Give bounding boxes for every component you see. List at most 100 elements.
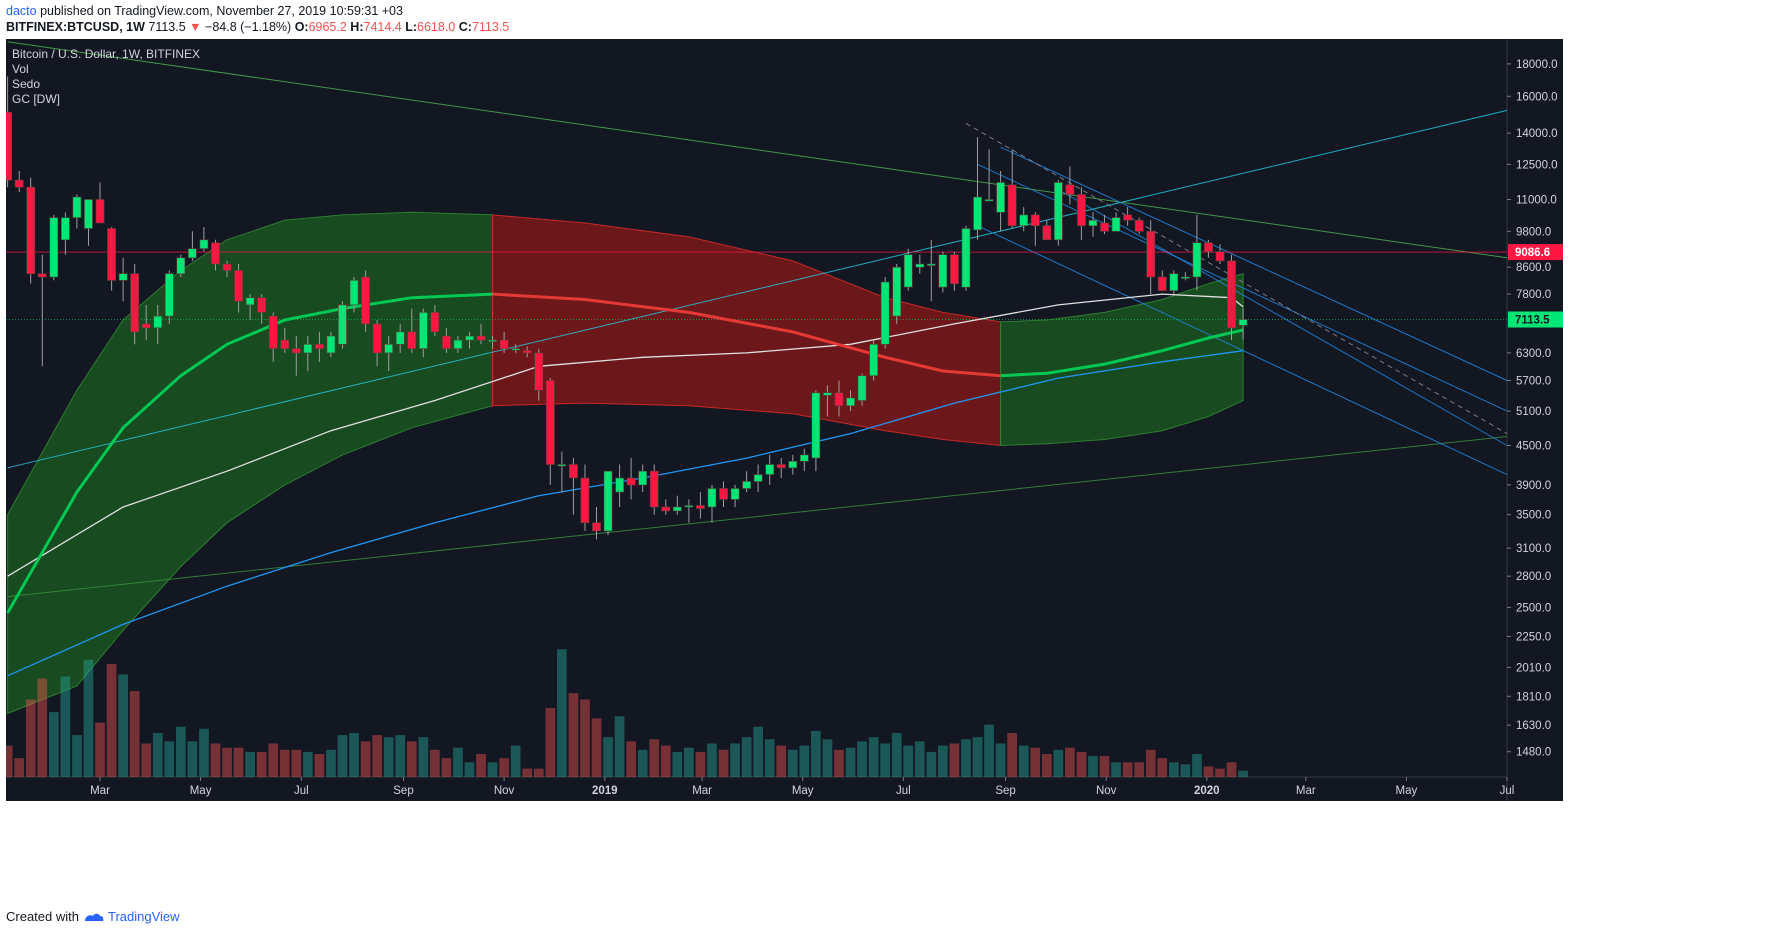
- y-tick-label: 8600.0: [1516, 262, 1551, 274]
- y-tick-label: 6300.0: [1516, 348, 1551, 360]
- volume-bar: [199, 728, 209, 777]
- candle-body: [799, 454, 809, 462]
- volume-bar: [510, 745, 521, 777]
- volume-bar: [533, 768, 544, 777]
- volume-bar: [764, 739, 775, 777]
- candle-body: [926, 263, 936, 266]
- x-tick-label: Jul: [1500, 785, 1515, 797]
- candle-body: [996, 182, 1005, 213]
- indicator-gc: GC [DW]: [12, 92, 60, 106]
- center-green-line-2: [1000, 328, 1244, 378]
- volume-bar: [949, 743, 960, 777]
- candle-body: [280, 339, 290, 349]
- candle-body: [222, 263, 232, 271]
- x-tick-label: May: [190, 785, 212, 797]
- volume-bar: [1007, 733, 1017, 777]
- candle-body: [938, 254, 948, 288]
- volume-bar: [476, 754, 486, 777]
- volume-bar: [245, 751, 255, 777]
- volume-bar: [360, 741, 371, 777]
- y-tick-label: 1630.0: [1516, 720, 1551, 732]
- y-tick-label: 18000.0: [1516, 59, 1558, 71]
- candle-body: [638, 470, 647, 486]
- candle-body: [130, 273, 139, 333]
- candle-body: [303, 343, 313, 354]
- candle-body: [880, 281, 890, 345]
- candle-body: [707, 488, 717, 508]
- candle-body: [176, 257, 186, 275]
- volume-bar: [152, 733, 163, 777]
- tradingview-link[interactable]: TradingView: [83, 909, 180, 924]
- candle-body: [522, 350, 532, 354]
- volume-bar: [603, 737, 613, 777]
- down-arrow-icon: ▼: [189, 20, 202, 34]
- y-tick-label: 3100.0: [1516, 543, 1551, 555]
- volume-bar: [383, 737, 394, 777]
- indicator-vol: Vol: [12, 62, 29, 76]
- volume-bar: [580, 699, 590, 777]
- volume-bar: [487, 762, 498, 777]
- volume-bar: [83, 659, 94, 777]
- candle-body: [268, 315, 278, 349]
- volume-bar: [568, 693, 579, 777]
- volume-bar: [164, 741, 175, 777]
- volume-bar: [279, 749, 290, 777]
- volume-bar: [903, 745, 914, 777]
- volume-bar: [926, 751, 937, 777]
- candle-body: [961, 228, 971, 288]
- y-tick-label: 14000.0: [1516, 128, 1558, 140]
- y-tick-label: 3500.0: [1516, 510, 1551, 522]
- volume-bar: [14, 758, 24, 777]
- price-chart[interactable]: 1480.0 1630.0 1810.0 2010.0 2250.0 2500.0 2800…: [6, 39, 1563, 801]
- y-tick-label: 5700.0: [1516, 376, 1551, 388]
- chart-legend: Bitcoin / U.S. Dollar, 1W, BITFINEX Vol …: [12, 47, 200, 106]
- trendline: [1058, 189, 1508, 446]
- candle-body: [1181, 276, 1190, 279]
- volume-bar: [499, 758, 509, 777]
- y-tick-label: 2800.0: [1516, 571, 1551, 583]
- volume-bar: [406, 741, 417, 777]
- candle-body: [1146, 231, 1156, 278]
- published-text: published on TradingView.com, November 2…: [40, 4, 403, 18]
- volume-bar: [349, 733, 359, 777]
- volume-bar: [1238, 770, 1248, 777]
- candle-body: [107, 228, 116, 281]
- volume-bar: [707, 743, 717, 777]
- chart-title: Bitcoin / U.S. Dollar, 1W, BITFINEX: [12, 47, 200, 61]
- candle-body: [776, 464, 786, 469]
- trendline: [7, 41, 1508, 259]
- candle-body: [95, 199, 105, 224]
- volume-bar: [395, 735, 406, 777]
- candle-body: [442, 335, 451, 349]
- volume-bar: [430, 749, 440, 777]
- x-tick-label: Sep: [393, 785, 413, 797]
- volume-bar: [1145, 749, 1156, 777]
- close-label: C:: [458, 20, 472, 34]
- candle-body: [626, 477, 636, 486]
- ma-white-line: [7, 293, 1244, 577]
- volume-bar: [672, 751, 683, 777]
- candle-body: [1192, 242, 1202, 278]
- volume-bar: [210, 743, 221, 777]
- candle-body: [315, 343, 324, 349]
- candle-body: [60, 217, 70, 241]
- volume-bar: [1088, 756, 1098, 777]
- candle-body: [534, 352, 544, 391]
- candle-body: [488, 339, 497, 342]
- candle-body: [1169, 273, 1179, 291]
- candle-body: [372, 323, 382, 354]
- candle-body: [1227, 260, 1236, 329]
- author-link[interactable]: dacto: [6, 4, 37, 18]
- price-tag-label: 9086.6: [1515, 247, 1550, 259]
- candle-body: [696, 505, 705, 509]
- volume-bar: [811, 730, 821, 777]
- volume-bar: [6, 745, 13, 777]
- candle-body: [1042, 225, 1052, 241]
- x-tick-label: Mar: [1296, 785, 1316, 797]
- candle-body: [649, 470, 659, 508]
- candle-body: [465, 335, 474, 341]
- volume-bar: [1065, 747, 1075, 777]
- candle-body: [788, 460, 798, 469]
- candle-body: [950, 254, 959, 284]
- volume-bar: [787, 749, 798, 777]
